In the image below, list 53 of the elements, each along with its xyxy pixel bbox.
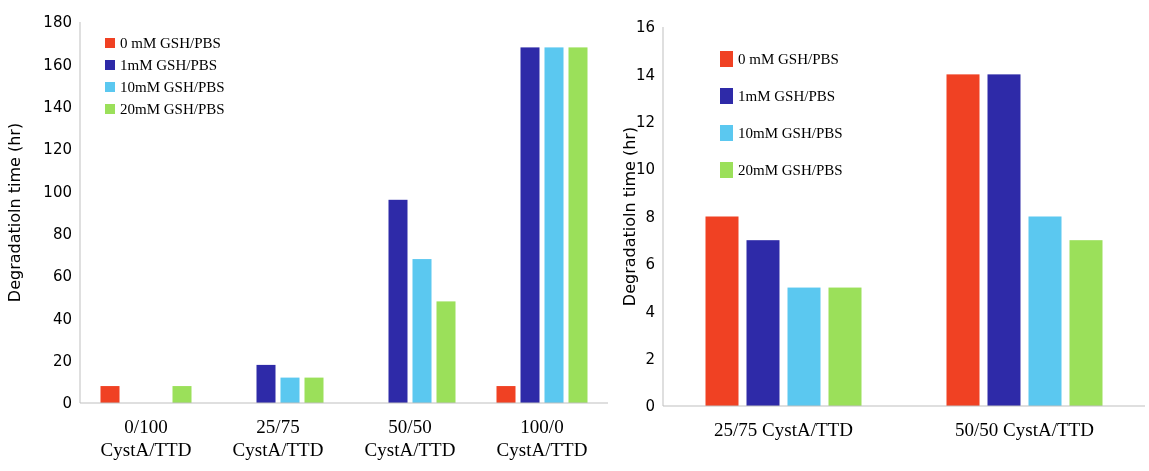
legend-label: 0 mM GSH/PBS	[120, 35, 221, 52]
bar	[568, 47, 588, 403]
bar	[520, 47, 540, 403]
bar	[746, 240, 780, 406]
bar	[256, 364, 276, 403]
legend-label: 1mM GSH/PBS	[120, 57, 218, 74]
bar	[987, 74, 1021, 406]
y-tick-label: 6	[645, 255, 655, 274]
y-axis-title: Degradatioln time (hr)	[5, 122, 24, 303]
y-tick-label: 2	[645, 349, 655, 368]
bar	[1069, 240, 1103, 406]
bar	[172, 386, 192, 403]
y-tick-label: 120	[43, 140, 72, 159]
x-tick-label: 25/75 CystA/TTD	[232, 416, 324, 460]
bar	[304, 377, 324, 403]
bar	[388, 199, 408, 403]
y-tick-label: 0	[645, 397, 655, 416]
y-tick-label: 0	[62, 394, 72, 413]
bar	[787, 287, 821, 406]
y-tick-label: 8	[645, 207, 655, 226]
bar	[828, 287, 862, 406]
y-tick-label: 10	[635, 160, 655, 179]
y-tick-label: 180	[43, 13, 72, 32]
x-tick-label: 100/0 CystA/TTD	[496, 416, 588, 460]
legend-label: 20mM GSH/PBS	[120, 101, 225, 118]
y-tick-label: 4	[645, 302, 655, 321]
bar	[280, 377, 300, 403]
y-tick-label: 140	[43, 97, 72, 116]
x-tick-label: 25/75 CystA/TTD	[714, 419, 853, 440]
bar	[100, 386, 120, 403]
x-tick-label: 0/100 CystA/TTD	[100, 416, 192, 460]
y-tick-label: 14	[635, 65, 655, 84]
bar	[436, 301, 456, 403]
y-tick-label: 80	[52, 224, 72, 243]
bar	[544, 47, 564, 403]
legend-label: 10mM GSH/PBS	[120, 79, 225, 96]
bar	[705, 216, 739, 406]
y-tick-label: 20	[52, 351, 72, 370]
legend-label: 1mM GSH/PBS	[738, 88, 836, 105]
legend-label: 0 mM GSH/PBS	[738, 51, 839, 68]
x-tick-label: 50/50 CystA/TTD	[955, 419, 1094, 440]
y-tick-label: 60	[52, 267, 72, 286]
y-tick-label: 160	[43, 55, 72, 74]
legend-label: 20mM GSH/PBS	[738, 162, 843, 179]
bar	[946, 74, 980, 406]
y-tick-label: 16	[635, 18, 655, 37]
bar	[1028, 216, 1062, 406]
legend-label: 10mM GSH/PBS	[738, 125, 843, 142]
bar	[496, 386, 516, 403]
y-tick-label: 100	[43, 182, 72, 201]
y-tick-label: 40	[52, 309, 72, 328]
x-tick-label: 50/50 CystA/TTD	[364, 416, 456, 460]
bar	[412, 259, 432, 403]
